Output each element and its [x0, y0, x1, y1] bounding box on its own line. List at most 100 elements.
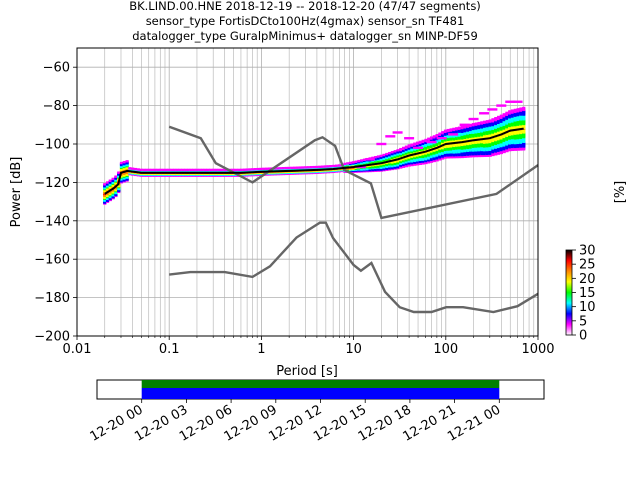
- density-outlier-bin: [426, 140, 437, 144]
- density-bin: [460, 125, 464, 129]
- x-tick-label: 0.01: [63, 342, 92, 357]
- density-bin: [323, 165, 328, 168]
- density-bin: [508, 110, 512, 113]
- y-tick-label: −120: [34, 176, 70, 191]
- data-coverage-bar: [141, 388, 500, 399]
- density-bin: [516, 108, 520, 111]
- density-bin: [125, 160, 129, 163]
- density-outlier-bin: [496, 104, 507, 107]
- density-bin: [455, 127, 459, 130]
- density-bin: [371, 156, 375, 160]
- density-bin: [122, 160, 126, 164]
- density-bin: [488, 119, 492, 122]
- density-bin: [318, 165, 322, 169]
- density-bin: [301, 166, 305, 169]
- density-bin: [231, 168, 235, 172]
- density-bin: [304, 166, 308, 169]
- colorbar-tick-label: 20: [579, 272, 596, 287]
- low-noise-model-line: [169, 221, 539, 314]
- density-bin: [410, 143, 414, 146]
- density-bin: [139, 168, 143, 172]
- density-bin: [284, 166, 288, 170]
- density-bin: [206, 168, 210, 172]
- density-bin: [407, 144, 411, 147]
- density-bin: [474, 122, 478, 125]
- density-bin: [421, 139, 425, 143]
- density-bin: [418, 140, 422, 144]
- density-bin: [329, 165, 333, 168]
- density-bin: [298, 166, 302, 169]
- density-bin: [309, 166, 314, 169]
- density-bin: [351, 161, 355, 164]
- colorbar-tick-label: 15: [579, 286, 596, 301]
- density-bin: [119, 161, 124, 165]
- y-tick-label: −100: [34, 138, 70, 153]
- high-noise-model-line: [168, 125, 539, 220]
- figure-title: BK.LIND.00.HNE 2018-12-19 -- 2018-12-20 …: [129, 0, 481, 43]
- density-bin: [385, 152, 389, 156]
- density-bin: [175, 168, 179, 172]
- density-bin: [480, 121, 484, 124]
- title-line-3: datalogger_type GuralpMinimus+ datalogge…: [132, 29, 478, 43]
- density-outlier-bin: [479, 112, 490, 115]
- y-axis-label: Power [dB]: [9, 157, 24, 228]
- density-bin: [432, 135, 436, 138]
- density-bin: [223, 168, 227, 172]
- density-bin: [195, 168, 199, 172]
- density-bin: [321, 165, 325, 168]
- density-bin: [293, 166, 297, 170]
- x-tick-label: 10: [345, 342, 362, 357]
- density-outlier-bin: [505, 100, 516, 103]
- density-bin: [156, 168, 160, 172]
- density-bin: [153, 168, 157, 172]
- density-bin: [267, 167, 272, 170]
- density-bin: [491, 118, 495, 121]
- density-bin: [354, 160, 358, 163]
- density-bin: [402, 146, 406, 150]
- density-bin: [147, 168, 152, 172]
- density-bin: [161, 168, 166, 172]
- density-bin: [315, 165, 319, 169]
- density-bin: [326, 165, 330, 168]
- density-bin: [209, 168, 213, 172]
- density-bin: [105, 181, 110, 184]
- density-bin: [374, 156, 378, 159]
- density-bin: [360, 159, 364, 162]
- density-bin: [136, 168, 140, 171]
- density-bin: [220, 168, 224, 172]
- density-bin: [446, 128, 450, 132]
- noise-models: [168, 125, 539, 314]
- y-tick-label: −80: [43, 99, 70, 114]
- density-bin: [214, 168, 219, 172]
- density-bin: [496, 115, 501, 119]
- density-bin: [111, 177, 115, 181]
- density-bin: [449, 128, 453, 131]
- density-bin: [217, 168, 221, 172]
- density-bin: [142, 168, 146, 172]
- density-bin: [159, 168, 163, 172]
- colorbar-tick-label: 0: [579, 329, 587, 344]
- density-bin: [262, 167, 266, 171]
- density-bin: [404, 145, 409, 148]
- y-tick-label: −60: [43, 61, 70, 76]
- density-bin: [485, 120, 490, 123]
- density-bin: [415, 141, 420, 145]
- density-outlier-bin: [436, 137, 447, 140]
- density-bin: [237, 168, 241, 172]
- density-bin: [429, 136, 434, 139]
- density-bin: [242, 168, 247, 171]
- density-bin: [337, 164, 341, 167]
- density-bin: [477, 121, 481, 125]
- density-bin: [103, 183, 107, 186]
- density-bin: [393, 150, 397, 153]
- density-bin: [259, 167, 263, 171]
- density-outlier-bin: [355, 165, 366, 169]
- density-bin: [452, 127, 456, 131]
- density-outlier-bin: [487, 108, 498, 111]
- density-bin: [435, 133, 439, 137]
- x-axis-label: Period [s]: [276, 364, 338, 379]
